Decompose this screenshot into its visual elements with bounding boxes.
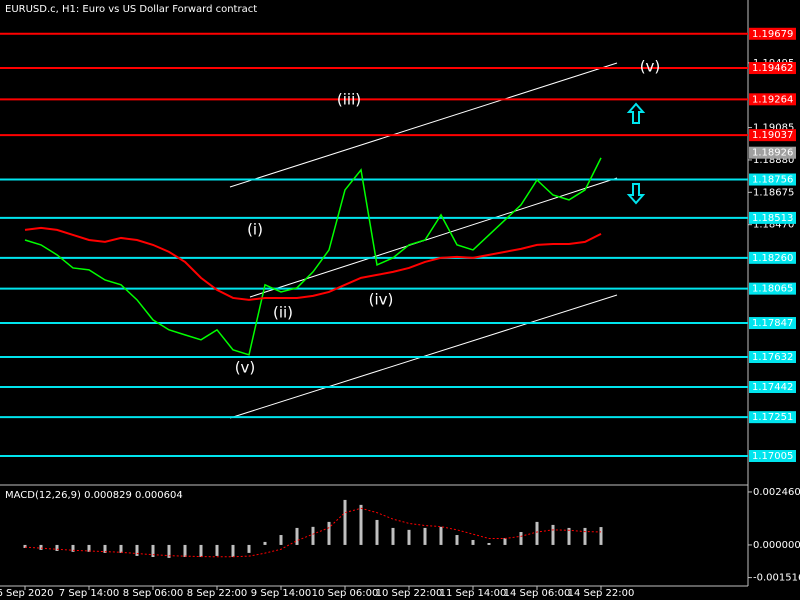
macd-bar: [599, 527, 603, 545]
y-tick-label: 0.002460: [753, 487, 800, 498]
level-label-box: [749, 411, 796, 424]
macd-bar: [23, 544, 27, 548]
level-label: 1.18065: [752, 284, 793, 295]
x-tick-label: 8 Sep 06:00: [123, 588, 183, 599]
level-label: 1.19037: [752, 130, 793, 141]
price-line: [24, 157, 602, 356]
x-tick-label: 7 Sep 14:00: [59, 588, 119, 599]
level-label-box: [749, 450, 796, 462]
last-price-label: 1.18926: [752, 148, 793, 159]
macd-bar: [519, 532, 523, 545]
y-tick-label: 1.18880: [753, 155, 794, 166]
y-tick-label: 1.18470: [753, 220, 794, 231]
x-tick-label: 10 Sep 06:00: [312, 588, 379, 599]
channel-upper: [229, 62, 618, 188]
last-price-box: [749, 146, 796, 159]
down-arrow: [626, 183, 646, 205]
macd-bar: [455, 535, 459, 545]
level-label: 1.18260: [752, 253, 793, 264]
macd-bar: [279, 535, 283, 545]
x-tick-label: 8 Sep 22:00: [187, 588, 247, 599]
level-label-box: [749, 282, 796, 295]
y-tick-label: 1.18675: [753, 187, 794, 198]
macd-bar: [391, 527, 395, 545]
macd-bar: [71, 544, 75, 552]
level-label: 1.18756: [752, 175, 793, 186]
x-tick-label: 14 Sep 06:00: [504, 588, 571, 599]
macd-bar: [359, 504, 363, 545]
y-tick-label: 0.000000: [753, 540, 800, 551]
level-label: 1.19462: [752, 63, 793, 74]
level-label: 1.17442: [752, 382, 793, 393]
macd-bar: [183, 544, 187, 557]
level-label: 1.17632: [752, 352, 793, 363]
x-tick-label: 9 Sep 14:00: [251, 588, 311, 599]
level-label-box: [749, 317, 796, 330]
moving-average: [24, 226, 602, 301]
wave-label: (iii): [337, 91, 361, 109]
level-label: 1.18513: [752, 213, 793, 224]
macd-bar: [311, 526, 315, 545]
macd-bar: [119, 544, 123, 553]
macd-bar: [135, 544, 139, 556]
macd-bar: [423, 527, 427, 545]
macd-bar: [583, 527, 587, 545]
macd-bar: [263, 541, 267, 545]
level-label: 1.17005: [752, 451, 793, 462]
macd-bar: [487, 543, 491, 545]
x-tick-label: 14 Sep 22:00: [568, 588, 635, 599]
macd-bar: [343, 499, 347, 545]
level-label-box: [749, 251, 796, 264]
macd-bar: [167, 544, 171, 558]
y-tick-label: 1.19085: [753, 123, 794, 134]
level-label: 1.17847: [752, 318, 793, 329]
wave-label: (ii): [273, 304, 293, 322]
macd-bar: [247, 544, 251, 553]
x-tick-label: 6 Sep 2020: [0, 588, 54, 599]
wave-label: (v): [235, 359, 256, 377]
macd-bar: [39, 544, 43, 550]
macd-bar: [567, 527, 571, 545]
level-label-box: [749, 93, 796, 106]
x-tick-label: 11 Sep 14:00: [440, 588, 507, 599]
macd-bar: [295, 527, 299, 545]
signal-line: [24, 507, 602, 558]
macd-bar: [151, 544, 155, 557]
y-tick-label: -0.001516: [753, 573, 800, 584]
channel-middle: [249, 177, 618, 298]
wave-label: (iv): [369, 291, 394, 309]
chart-title: EURUSD.c, H1: Euro vs US Dollar Forward …: [5, 4, 257, 15]
level-label-box: [749, 129, 796, 142]
macd-bar: [375, 519, 379, 545]
macd-bar: [439, 526, 443, 545]
x-tick-label: 10 Sep 22:00: [376, 588, 443, 599]
macd-bar: [535, 521, 539, 545]
level-label-box: [749, 27, 796, 40]
wave-label: (i): [247, 221, 263, 239]
macd-bar: [55, 544, 59, 551]
macd-bar: [215, 544, 219, 556]
level-label: 1.19679: [752, 29, 793, 40]
macd-bar: [103, 544, 107, 553]
macd-bar: [231, 544, 235, 557]
level-label-box: [749, 381, 796, 393]
macd-bar: [199, 544, 203, 557]
level-label-box: [749, 62, 796, 75]
macd-bar: [551, 524, 555, 545]
up-arrow: [626, 102, 646, 124]
macd-bar: [407, 529, 411, 545]
wave-label: (v): [640, 58, 661, 76]
indicator-title: MACD(12,26,9) 0.000829 0.000604: [5, 490, 183, 501]
level-label: 1.19264: [752, 94, 793, 105]
macd-bar: [87, 544, 91, 552]
level-label-box: [749, 211, 796, 224]
level-label-box: [749, 173, 796, 186]
macd-bar: [327, 521, 331, 545]
macd-bar: [503, 538, 507, 545]
macd-bar: [471, 539, 475, 545]
level-label-box: [749, 351, 796, 363]
level-label: 1.17251: [752, 412, 793, 423]
